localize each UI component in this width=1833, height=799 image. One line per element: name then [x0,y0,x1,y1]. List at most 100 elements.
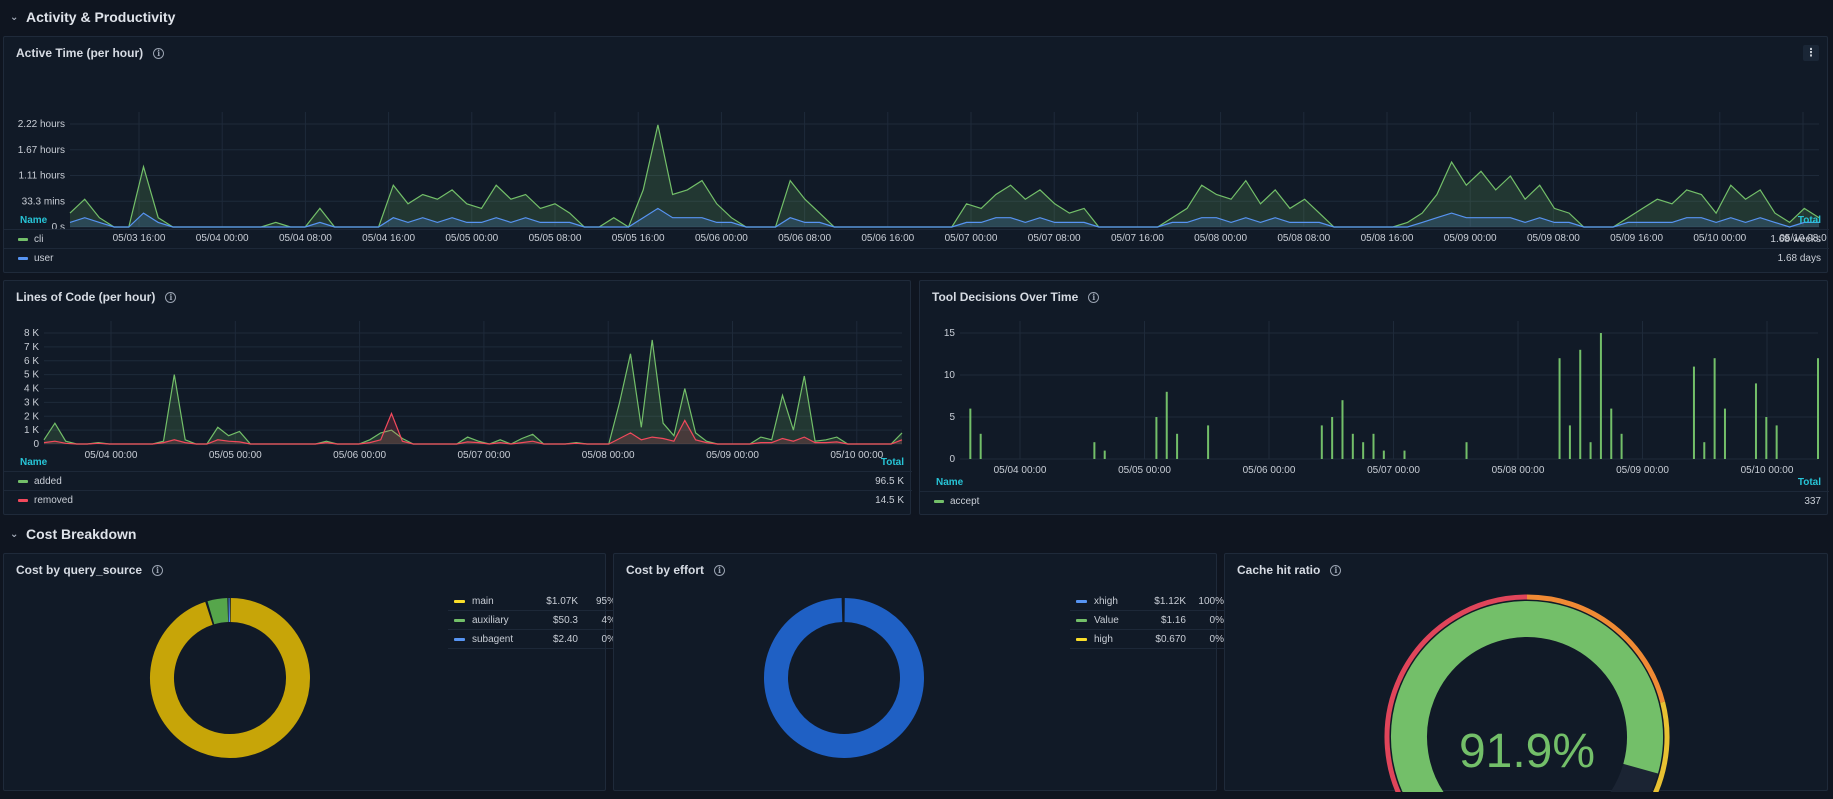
gauge-value-text: 91.9% [1459,725,1595,778]
series-area [44,413,902,444]
panel-menu-icon[interactable]: ⋮ [1803,45,1819,61]
section-header-cost[interactable]: ⌄ Cost Breakdown [0,517,136,551]
legend-row-main[interactable]: main $1.07K 95% [448,592,622,611]
legend-lines-of-code: Name Total added 96.5 K removed 14.5 K [4,455,912,509]
series-total: 14.5 K [875,495,904,506]
legend-row-accept[interactable]: accept 337 [920,491,1829,510]
donut-slice [764,598,924,758]
data-bar [1103,450,1106,459]
section-title-cost: Cost Breakdown [26,526,137,542]
legend-row-subagent[interactable]: subagent $2.40 0% [448,630,622,649]
item-label: high [1094,633,1113,645]
item-pct: 4% [601,614,616,626]
x-tick-label: 05/08 00:00 [582,450,635,461]
x-tick-label: 05/07 16:00 [1111,233,1164,244]
legend-cost-effort: xhigh $1.12K 100% Value $1.16 0% high $0.670 0… [1070,592,1230,649]
donut-cost-query-source [150,598,310,758]
series-area [70,208,1819,227]
series-name: accept [950,495,980,507]
panel-title-cache-hit: Cache hit ratio [1237,563,1321,577]
panel-title-active-time: Active Time (per hour) [16,46,144,60]
data-bar [1465,442,1468,459]
panel-cost-query-source: Cost by query_source i main $1.07K 95% aux… [3,553,622,791]
legend-name-header: Name [20,215,48,226]
data-bar [1351,433,1354,459]
x-tick-label: 05/07 00:00 [1367,465,1420,476]
y-tick-label: 10 [944,370,956,381]
legend-active-time: Name Total cli 1.68 weeks user 1.68 days [4,213,1829,267]
legend-row-removed[interactable]: removed 14.5 K [4,490,912,509]
data-bar [1620,433,1623,459]
info-icon[interactable]: i [165,291,177,303]
data-bar [1775,425,1778,459]
series-swatch [1076,599,1087,603]
legend-row-xhigh[interactable]: xhigh $1.12K 100% [1070,592,1230,611]
item-label: xhigh [1094,595,1118,607]
item-label: subagent [472,633,514,645]
panel-title-cost-effort: Cost by effort [626,563,704,577]
legend-total-header: Total [880,457,904,468]
legend-row-auxiliary[interactable]: auxiliary $50.3 4% [448,611,622,630]
info-icon[interactable]: i [1088,291,1100,303]
info-icon[interactable]: i [1330,564,1342,576]
item-label: auxiliary [472,614,509,626]
chevron-down-icon: ⌄ [10,528,19,540]
data-bar [1589,442,1592,459]
series-total: 337 [1804,496,1821,507]
legend-row-user[interactable]: user 1.68 days [4,248,1829,267]
x-tick-label: 05/07 08:00 [1028,233,1081,244]
x-tick-label: 05/04 00:00 [994,465,1047,476]
info-icon[interactable]: i [714,564,725,576]
x-tick-label: 05/05 08:00 [529,233,582,244]
data-bar [1579,349,1582,459]
x-tick-label: 05/03 16:00 [113,233,166,244]
item-value: $2.40 [552,633,578,645]
data-bar [969,408,972,459]
data-bar [1817,358,1819,459]
x-tick-label: 05/08 16:00 [1361,233,1414,244]
series-swatch [1076,637,1087,641]
panel-active-time: Active Time (per hour) i ⋮ 0 s 33.3 mins 1… [3,36,1829,273]
y-tick-label: 2 K [24,411,39,422]
y-tick-label: 8 K [24,328,39,339]
x-tick-label: 05/04 00:00 [85,450,138,461]
series-swatch [454,637,465,641]
data-bar [1320,425,1323,459]
legend-row-value[interactable]: Value $1.16 0% [1070,611,1230,630]
legend-total-header: Total [1797,477,1821,488]
legend-name-header: Name [20,457,48,468]
series-area [44,339,902,444]
x-tick-label: 05/04 08:00 [279,233,332,244]
panel-title-cost-query-source: Cost by query_source [16,563,143,577]
data-bar [1610,408,1613,459]
y-tick-label: 33.3 mins [22,196,65,207]
x-tick-label: 05/09 00:00 [706,450,759,461]
y-tick-label: 1 K [24,425,39,436]
item-label: Value [1094,614,1119,626]
series-swatch [454,618,465,622]
y-tick-label: 15 [944,328,956,339]
gauge-threshold [1384,594,1528,792]
x-tick-label: 05/08 08:00 [1277,233,1330,244]
x-tick-label: 05/04 00:00 [196,233,249,244]
y-tick-label: 5 K [24,370,39,381]
x-tick-label: 05/07 00:00 [945,233,998,244]
gauge-threshold [1526,594,1666,703]
y-tick-label: 2.22 hours [18,119,65,130]
gauge-value-arc [1391,601,1663,792]
data-bar [1382,450,1385,459]
series-line-added [43,339,903,445]
legend-name-header: Name [936,477,964,488]
x-tick-label: 05/10 00:00 [1693,233,1746,244]
series-area [70,124,1819,227]
chart-lines-of-code: 0 1 K 2 K 3 K 4 K 5 K 6 K 7 K 8 K 05/04 00:00 05/0… [24,321,903,461]
legend-row-high[interactable]: high $0.670 0% [1070,630,1230,649]
info-icon[interactable]: i [153,47,165,59]
section-header-activity[interactable]: ⌄ Activity & Productivity [0,0,175,34]
legend-row-cli[interactable]: cli 1.68 weeks [4,229,1829,248]
legend-row-added[interactable]: added 96.5 K [4,471,912,490]
data-bar [1372,433,1375,459]
info-icon[interactable]: i [152,564,164,576]
y-tick-label: 5 [949,412,955,423]
data-bar [1723,408,1726,459]
